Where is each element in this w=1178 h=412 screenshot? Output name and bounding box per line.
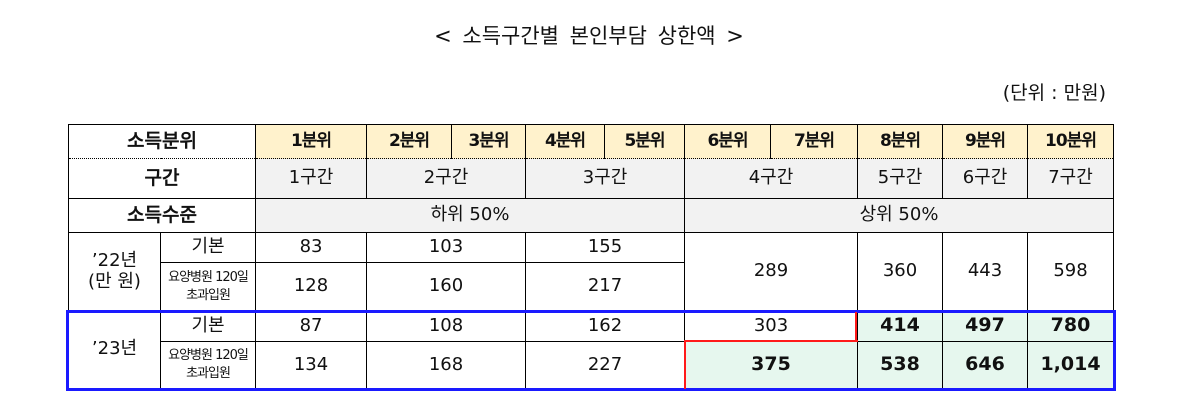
cell: 162	[525, 310, 686, 342]
cell: 128	[255, 262, 368, 311]
decile-1: 1분위	[255, 124, 368, 159]
long-stay-label: 요양병원 120일 초과입원	[159, 341, 257, 389]
cell-highlight: 538	[857, 341, 944, 389]
cell: 289	[684, 232, 859, 311]
cell: 108	[366, 310, 527, 342]
cell: 87	[255, 310, 368, 342]
upper-50: 상위 50%	[684, 198, 1115, 233]
cell: 598	[1027, 232, 1115, 311]
cell-highlight: 414	[857, 310, 944, 342]
year-2022-label: ’22년 (만 원)	[68, 232, 161, 311]
cell: 217	[525, 262, 686, 311]
cell: 160	[366, 262, 527, 311]
cell-highlight: 780	[1027, 310, 1115, 342]
income-level-row: 소득수준 하위 50% 상위 50%	[67, 198, 1115, 233]
cell: 168	[366, 341, 527, 389]
decile-9: 9분위	[942, 124, 1029, 159]
cell: 155	[525, 232, 686, 263]
long-stay-label: 요양병원 120일 초과입원	[159, 262, 257, 311]
bracket-label: 구간	[67, 158, 257, 199]
bracket-7: 7구간	[1027, 158, 1115, 199]
bracket-4: 4구간	[684, 158, 859, 199]
bracket-2: 2구간	[366, 158, 527, 199]
bracket-3: 3구간	[525, 158, 686, 199]
row-2023-basic: ’23년 기본 87 108 162 303 414 497 780	[68, 310, 1115, 389]
cell: 227	[525, 341, 686, 389]
unit-label: (단위 : 만원)	[1002, 82, 1106, 104]
cell-highlight: 497	[942, 310, 1029, 342]
cell: 103	[366, 232, 527, 263]
decile-2: 2분위	[366, 124, 453, 159]
basic-label: 기본	[159, 232, 257, 263]
cell-highlight: 375	[684, 341, 859, 389]
cell-highlight: 646	[942, 341, 1029, 389]
cell: 303	[684, 310, 859, 342]
decile-3: 3분위	[451, 124, 527, 159]
decile-10: 10분위	[1027, 124, 1115, 159]
decile-5: 5분위	[604, 124, 686, 159]
cell: 134	[255, 341, 368, 389]
basic-label: 기본	[159, 310, 257, 342]
bracket-1: 1구간	[255, 158, 368, 199]
year-2023-label: ’23년	[68, 310, 161, 389]
decile-label: 소득분위	[67, 124, 257, 159]
cell: 360	[857, 232, 944, 311]
bracket-5: 5구간	[857, 158, 944, 199]
cell-highlight: 1,014	[1027, 341, 1115, 389]
lower-50: 하위 50%	[255, 198, 686, 233]
decile-8: 8분위	[857, 124, 944, 159]
page-title: < 소득구간별 본인부담 상한액 >	[434, 24, 744, 48]
bracket-6: 6구간	[942, 158, 1029, 199]
cell: 83	[255, 232, 368, 263]
decile-row: 소득분위 1분위 2분위 3분위 4분위 5분위 6분위 7분위 8분위 9분위…	[67, 124, 1115, 159]
row-2022-basic: ’22년 (만 원) 기본 83 103 155 289 360 443 598	[68, 232, 1115, 311]
decile-4: 4분위	[525, 124, 606, 159]
cell: 443	[942, 232, 1029, 311]
row-2023-long-stay: 요양병원 120일 초과입원 134 168 227 375 538 646 1,…	[69, 341, 1115, 389]
income-level-label: 소득수준	[67, 198, 257, 233]
decile-7: 7분위	[770, 124, 859, 159]
bracket-row: 구간 1구간 2구간 3구간 4구간 5구간 6구간 7구간	[67, 158, 1115, 199]
row-2022-long-stay: 요양병원 120일 초과입원 128 160 217	[69, 262, 1114, 311]
decile-6: 6분위	[684, 124, 772, 159]
copay-cap-table: 소득분위 1분위 2분위 3분위 4분위 5분위 6분위 7분위 8분위 9분위…	[67, 124, 1115, 389]
